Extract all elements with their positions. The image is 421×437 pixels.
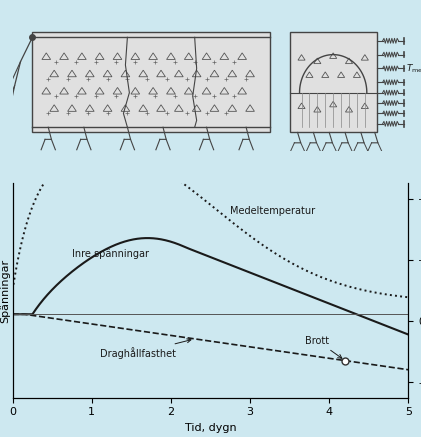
Text: $T_{\rm medel}$: $T_{\rm medel}$ [406, 62, 421, 75]
Text: Brott: Brott [306, 336, 342, 358]
X-axis label: Tid, dygn: Tid, dygn [185, 423, 236, 433]
Text: Inre spänningar: Inre spänningar [72, 249, 149, 259]
Bar [32, 32, 270, 132]
Bar [290, 32, 377, 132]
Y-axis label: Spänningar: Spänningar [0, 258, 10, 323]
Text: Medeltemperatur: Medeltemperatur [230, 206, 315, 216]
Text: Draghållfasthet: Draghållfasthet [100, 339, 191, 359]
